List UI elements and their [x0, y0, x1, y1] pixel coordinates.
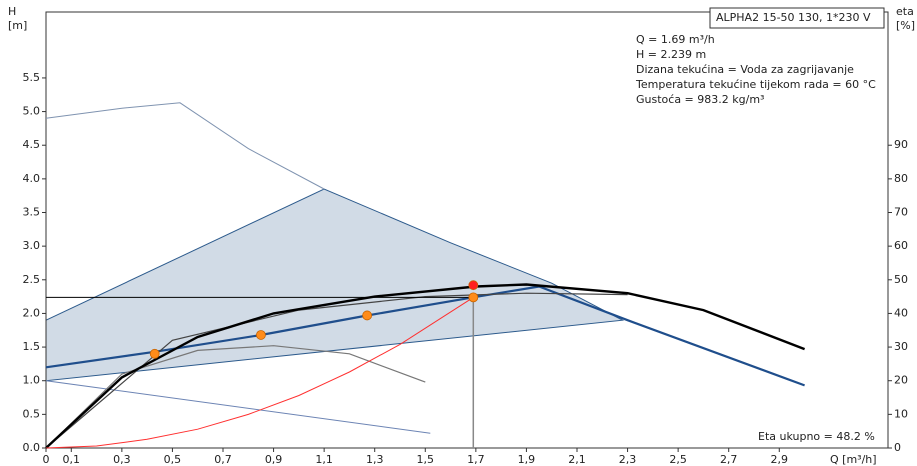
x-tick-label: 1,5	[417, 453, 435, 466]
y2-tick-label: 90	[894, 138, 908, 151]
plot-frame	[45, 11, 889, 449]
x-tick-label: 0,5	[164, 453, 182, 466]
curve	[45, 283, 806, 449]
y2-tick-label: 40	[894, 306, 908, 319]
y-tick-label: 3.5	[23, 206, 41, 219]
x-tick-label: 0,9	[265, 453, 283, 466]
curve	[45, 285, 805, 387]
curve	[45, 296, 474, 449]
info-line: Temperatura tekućine tijekom rada = 60 °…	[635, 78, 876, 91]
curve	[45, 292, 628, 449]
info-line: Gustoća = 983.2 kg/m³	[636, 93, 764, 106]
y2-tick-label: 60	[894, 239, 908, 252]
x-tick-label: 1,1	[315, 453, 333, 466]
x-tick-label: 0,7	[214, 453, 232, 466]
x-tick-label: 2,7	[720, 453, 738, 466]
y-tick-label: 4.5	[23, 138, 41, 151]
y-tick-label: 1.0	[23, 374, 41, 387]
duty-point	[256, 330, 266, 340]
y2-tick-label: 10	[894, 407, 908, 420]
y-tick-label: 2.5	[23, 273, 41, 286]
y-tick-label: 5.0	[23, 105, 41, 118]
y2-label: eta	[896, 5, 914, 18]
y-tick-label: 4.0	[23, 172, 41, 185]
y2-tick-label: 0	[894, 441, 901, 454]
duty-point	[362, 310, 373, 321]
curve	[45, 102, 325, 190]
duty-point	[468, 280, 479, 291]
info-line: Dizana tekućina = Voda za zagrijavanje	[636, 63, 854, 76]
info-line: H = 2.239 m	[636, 48, 706, 61]
duty-point	[468, 292, 479, 303]
x-tick-label: 1,3	[366, 453, 384, 466]
y-tick-label: 1.5	[23, 340, 41, 353]
y-tick-label: 0.5	[23, 407, 41, 420]
y-tick-label: 3.0	[23, 239, 41, 252]
y2-tick-label: 80	[894, 172, 908, 185]
duty-point	[149, 348, 160, 359]
y-label: H	[8, 5, 16, 18]
y2-tick-label: 20	[894, 374, 908, 387]
box-title: ALPHA2 15-50 130, 1*230 V	[716, 11, 871, 24]
x-tick-label: 2,3	[619, 453, 637, 466]
y2-tick-label: 70	[894, 206, 908, 219]
curve	[45, 345, 426, 449]
info-line: Q = 1.69 m³/h	[636, 33, 715, 46]
y2-unit: [%]	[896, 19, 915, 32]
x-tick-label: 2,5	[669, 453, 687, 466]
x-label: Q [m³/h]	[830, 453, 877, 466]
efficiency-note: Eta ukupno = 48.2 %	[758, 430, 875, 443]
x-tick-label: 0	[43, 453, 50, 466]
note-bg	[752, 428, 884, 444]
y-tick-label: 0.0	[23, 441, 41, 454]
x-tick-label: 1,7	[467, 453, 485, 466]
x-tick-label: 2,1	[568, 453, 586, 466]
y-unit: [m]	[8, 19, 27, 32]
x-tick-label: 0,1	[63, 453, 81, 466]
y-tick-label: 5.5	[23, 71, 41, 84]
info-box	[709, 7, 885, 29]
x-tick-label: 1,9	[518, 453, 536, 466]
y-tick-label: 2.0	[23, 306, 41, 319]
x-tick-label: 2,9	[771, 453, 789, 466]
curve	[45, 380, 431, 434]
y2-tick-label: 50	[894, 273, 908, 286]
y2-tick-label: 30	[894, 340, 908, 353]
x-tick-label: 0,3	[113, 453, 131, 466]
